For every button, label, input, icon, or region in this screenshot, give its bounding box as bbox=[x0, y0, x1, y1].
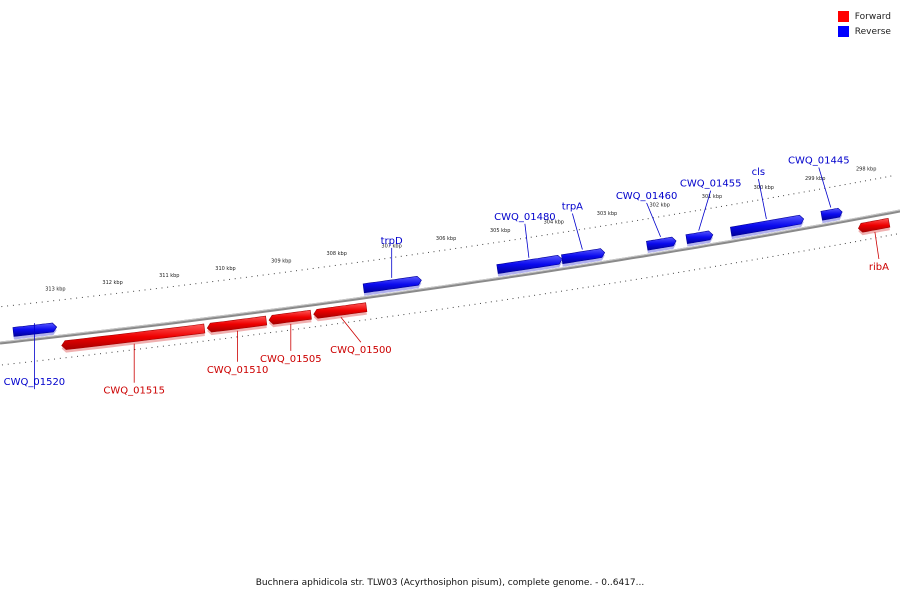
tick-label-311: 311 kbp bbox=[159, 273, 179, 279]
gene-label-trpd: trpD bbox=[381, 236, 403, 247]
gene-cwq-01510[interactable] bbox=[206, 315, 268, 333]
gene-cls[interactable] bbox=[730, 214, 805, 237]
tick-label-302: 302 kbp bbox=[650, 203, 670, 209]
gene-cwq-01505[interactable] bbox=[268, 309, 312, 325]
legend-label-reverse: Reverse bbox=[854, 26, 891, 37]
gene-label-cwq-01455: CWQ_01455 bbox=[680, 179, 742, 190]
map-caption: Buchnera aphidicola str. TLW03 (Acyrthos… bbox=[255, 578, 645, 588]
tick-label-308: 308 kbp bbox=[327, 251, 347, 257]
gene-features bbox=[12, 207, 891, 353]
gene-label-cwq-01510: CWQ_01510 bbox=[207, 365, 269, 376]
gene-label-riba: ribA bbox=[869, 262, 889, 273]
strand-legend: Forward Reverse bbox=[837, 9, 891, 39]
tick-label-310: 310 kbp bbox=[215, 266, 235, 272]
gene-cwq-01455[interactable] bbox=[685, 230, 714, 244]
gene-cwq-01500[interactable] bbox=[313, 302, 368, 319]
gene-trpd[interactable] bbox=[362, 275, 422, 294]
gene-cwq-01460[interactable] bbox=[646, 236, 677, 251]
tick-label-298: 298 kbp bbox=[856, 167, 876, 173]
forward-swatch bbox=[837, 11, 849, 22]
tick-label-312: 312 kbp bbox=[102, 280, 122, 286]
tick-label-309: 309 kbp bbox=[271, 259, 291, 265]
tick-label-307: 307 kbp bbox=[381, 244, 401, 250]
tick-label-306: 306 kbp bbox=[436, 236, 456, 242]
gene-label-cwq-01460: CWQ_01460 bbox=[616, 191, 678, 202]
legend-item-reverse: Reverse bbox=[837, 24, 891, 39]
gene-label-cwq-01520: CWQ_01520 bbox=[4, 377, 66, 388]
gene-riba[interactable] bbox=[858, 217, 891, 233]
gene-label-trpa: trpA bbox=[562, 202, 583, 213]
legend-label-forward: Forward bbox=[854, 11, 891, 22]
gene-label-cwq-01480: CWQ_01480 bbox=[494, 212, 556, 223]
tick-label-299: 299 kbp bbox=[805, 176, 825, 182]
kbp-tick-labels: 313 kbp 312 kbp 311 kbp 310 kbp 309 kbp 308 k… bbox=[45, 167, 876, 293]
gene-cwq-01515[interactable] bbox=[61, 323, 206, 350]
tick-label-303: 303 kbp bbox=[597, 211, 617, 217]
tick-row-bottom bbox=[1, 233, 897, 366]
gene-label-cwq-01505: CWQ_01505 bbox=[260, 354, 322, 365]
gene-label-cwq-01445: CWQ_01445 bbox=[788, 156, 850, 167]
tick-row-top bbox=[1, 175, 892, 308]
gene-cwq-01480[interactable] bbox=[496, 254, 563, 274]
gene-trpa[interactable] bbox=[561, 248, 606, 265]
gene-label-cwq-01500: CWQ_01500 bbox=[330, 345, 392, 356]
reverse-swatch bbox=[837, 26, 849, 37]
gene-label-cwq-01515: CWQ_01515 bbox=[103, 386, 165, 397]
legend-item-forward: Forward bbox=[837, 9, 891, 24]
tick-label-301: 301 kbp bbox=[702, 194, 722, 200]
tick-label-313: 313 kbp bbox=[45, 287, 65, 293]
tick-label-305: 305 kbp bbox=[490, 228, 510, 234]
tick-label-304: 304 kbp bbox=[544, 220, 564, 226]
gene-cwq-01445[interactable] bbox=[820, 207, 843, 221]
genome-backbone bbox=[0, 209, 900, 345]
tick-label-300: 300 kbp bbox=[754, 185, 774, 191]
gene-label-cls: cls bbox=[752, 167, 766, 178]
